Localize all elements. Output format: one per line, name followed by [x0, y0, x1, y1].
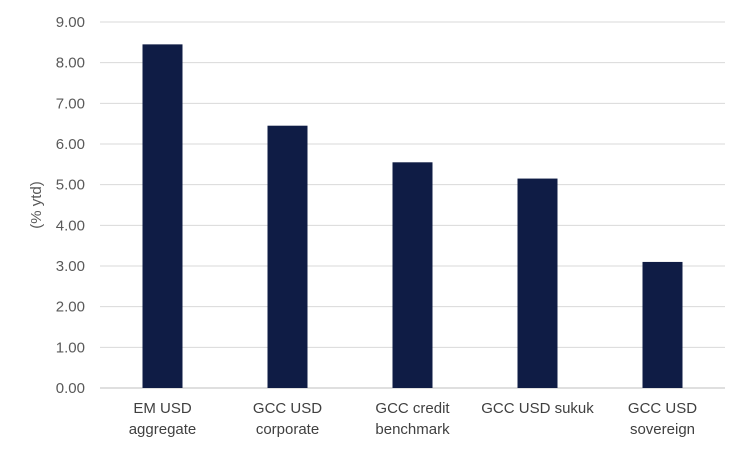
x-category-label: GCC USD sukuk	[481, 400, 594, 417]
y-tick-label: 2.00	[56, 299, 85, 316]
bar	[517, 178, 558, 388]
y-tick-label: 9.00	[56, 14, 85, 31]
y-tick-label: 6.00	[56, 136, 85, 153]
y-axis-title: (% ytd)	[28, 181, 45, 229]
x-category-label: EM USD aggregate	[129, 400, 197, 438]
bar	[392, 162, 433, 388]
y-tick-label: 5.00	[56, 177, 85, 194]
y-tick-label: 1.00	[56, 339, 85, 356]
x-axis-labels: EM USD aggregate GCC USD corporate GCC credi…	[129, 400, 698, 438]
y-tick-label: 3.00	[56, 258, 85, 275]
bars	[142, 44, 683, 388]
x-category-label: GCC USD sovereign	[628, 400, 697, 438]
bar	[142, 44, 183, 388]
y-axis-ticks: 0.00 1.00 2.00 3.00 4.00 5.00 6.00 7.00 8.00 9.00	[56, 14, 85, 397]
bar	[267, 125, 308, 388]
y-tick-label: 4.00	[56, 217, 85, 234]
y-tick-label: 0.00	[56, 380, 85, 397]
bar	[642, 261, 683, 388]
y-tick-label: 7.00	[56, 95, 85, 112]
x-category-label: GCC credit benchmark	[375, 400, 450, 438]
y-tick-label: 8.00	[56, 55, 85, 72]
x-category-label: GCC USD corporate	[253, 400, 322, 438]
